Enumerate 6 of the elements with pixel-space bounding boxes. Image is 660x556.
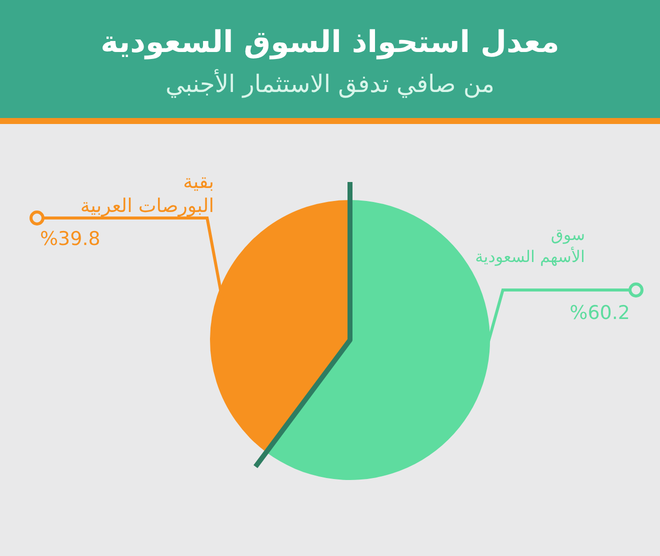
slice-label: سوق الأسهم السعودية <box>475 225 585 266</box>
chart-title: معدل استحواذ السوق السعودية <box>100 25 560 60</box>
chart-subtitle: من صافي تدفق الاستثمار الأجنبي <box>166 69 494 98</box>
data-label: %39.8 <box>40 228 100 250</box>
slice-label: بقية البورصات العربية <box>80 171 214 217</box>
data-label: %60.2 <box>570 302 630 324</box>
